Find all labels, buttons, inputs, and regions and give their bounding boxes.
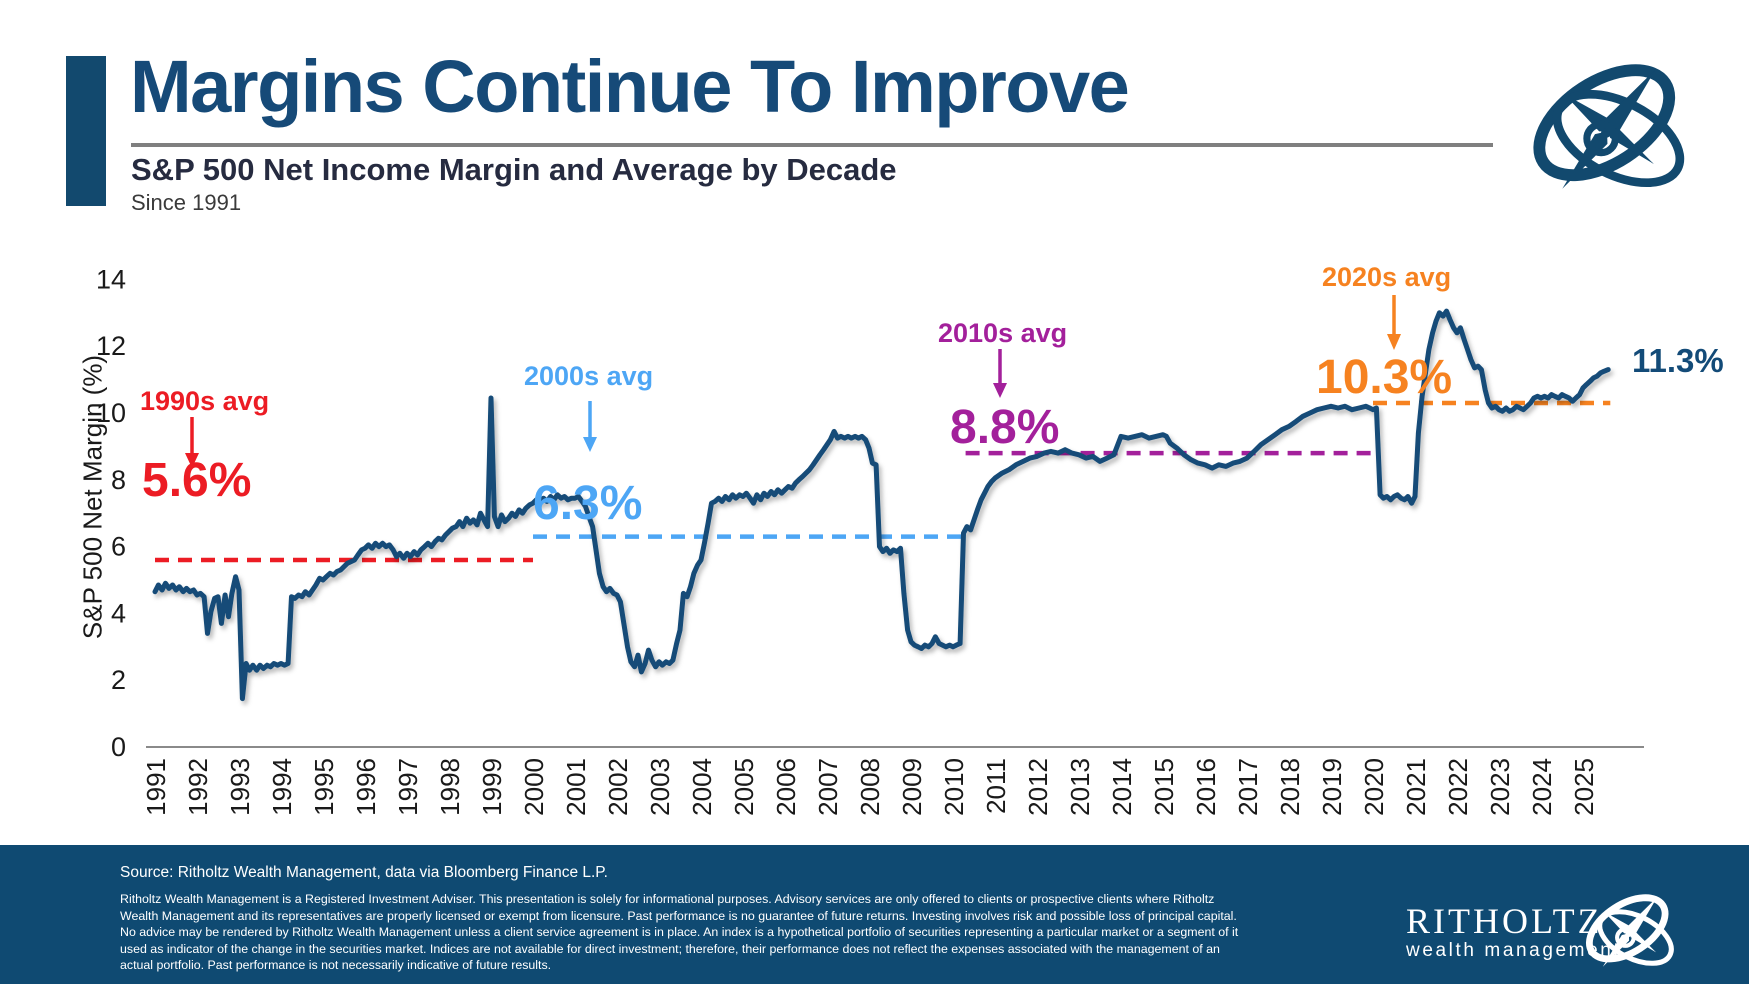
x-tick-label: 1999 — [477, 758, 507, 816]
title-divider — [131, 143, 1493, 147]
arrow-down-icon — [185, 417, 199, 468]
x-tick-label: 1994 — [267, 758, 297, 816]
footer-brand-subtitle: wealth management — [1406, 940, 1622, 961]
x-tick-label: 2011 — [981, 758, 1011, 814]
x-tick-label: 2020 — [1359, 758, 1389, 816]
y-tick-label: 14 — [96, 264, 126, 294]
latest-value-label: 11.3% — [1632, 342, 1724, 379]
x-tick-label: 1991 — [141, 758, 171, 816]
x-tick-label: 2005 — [729, 758, 759, 816]
ritholtz-compass-logo-icon — [1533, 64, 1685, 189]
y-tick-label: 2 — [111, 665, 126, 695]
annotation-2000s-avg: 2000s avg — [524, 361, 653, 392]
x-tick-label: 2007 — [813, 758, 843, 816]
annotation-2000s-avg-value: 6.3% — [533, 477, 643, 530]
footer: Source: Ritholtz Wealth Management, data… — [0, 845, 1749, 984]
disclaimer-text: Ritholtz Wealth Management is a Register… — [120, 892, 1239, 973]
page-title: Margins Continue To Improve — [130, 45, 1130, 128]
x-tick-label: 2019 — [1317, 758, 1347, 816]
x-tick-label: 2024 — [1527, 758, 1557, 816]
x-tick-label: 2023 — [1485, 758, 1515, 816]
y-tick-label: 0 — [111, 732, 126, 762]
x-tick-label: 1997 — [393, 758, 423, 816]
x-tick-label: 2018 — [1275, 758, 1305, 816]
title-accent-bar — [66, 56, 106, 206]
x-tick-label: 1998 — [435, 758, 465, 816]
y-tick-label: 12 — [96, 331, 126, 361]
chart-subtitle: S&P 500 Net Income Margin and Average by… — [131, 152, 897, 187]
x-tick-label: 2013 — [1065, 758, 1095, 816]
x-tick-label: 2015 — [1149, 758, 1179, 816]
x-tick-label: 2001 — [561, 758, 591, 816]
annotation-2020s-avg-label: 2020s avg — [1322, 262, 1452, 292]
x-tick-label: 2009 — [897, 758, 927, 816]
x-tick-label: 1993 — [225, 758, 255, 816]
arrow-down-icon — [1387, 295, 1401, 350]
x-tick-label: 2022 — [1443, 758, 1473, 816]
chart-since-label: Since 1991 — [131, 190, 242, 215]
y-axis-title: S&P 500 Net Margin (%) — [77, 354, 108, 640]
source-text: Source: Ritholtz Wealth Management, data… — [120, 864, 608, 881]
y-tick-label: 8 — [111, 465, 126, 495]
footer-brand-name: RITHOLTZ — [1406, 901, 1603, 941]
x-tick-label: 2002 — [603, 758, 633, 816]
x-tick-label: 2025 — [1569, 758, 1599, 816]
x-tick-label: 2004 — [687, 758, 717, 816]
x-tick-label: 1996 — [351, 758, 381, 816]
x-tick-label: 2016 — [1191, 758, 1221, 816]
x-tick-label: 1995 — [309, 758, 339, 816]
annotation-2010s-avg-label: 2010s avg — [938, 318, 1068, 348]
y-tick-label: 10 — [96, 398, 126, 428]
annotation-2010s-avg-value: 8.8% — [950, 401, 1060, 454]
y-tick-label: 4 — [111, 598, 126, 628]
x-tick-label: 2010 — [939, 758, 969, 816]
arrow-down-icon — [583, 401, 597, 452]
chart-area: 0 2 4 6 8 10 12 14 1991 1992 1993 1994 1995 1996 1997 1… — [0, 220, 1749, 860]
annotation-2020s-avg: 2020s avg — [1322, 262, 1451, 293]
x-tick-label: 2021 — [1401, 758, 1431, 816]
annotation-2010s-avg: 2010s avg — [938, 318, 1067, 349]
net-margin-line — [152, 308, 1611, 702]
annotation-1990s-avg-label: 1990s avg — [140, 386, 270, 416]
annotation-2000s-avg-label: 2000s avg — [524, 361, 654, 391]
footer-brand: RITHOLTZ wealth management — [1406, 903, 1621, 962]
annotation-1990s-avg: 1990s avg — [140, 386, 269, 417]
x-tick-label: 2012 — [1023, 758, 1053, 816]
x-tick-label: 2000 — [519, 758, 549, 816]
annotation-2020s-avg-value: 10.3% — [1316, 351, 1453, 404]
ritholtz-compass-logo-icon — [1585, 894, 1674, 967]
x-tick-label: 2014 — [1107, 758, 1137, 816]
x-tick-label: 2017 — [1233, 758, 1263, 816]
x-tick-label: 2003 — [645, 758, 675, 816]
x-tick-label: 2006 — [771, 758, 801, 816]
y-tick-label: 6 — [111, 532, 126, 562]
arrow-down-icon — [993, 349, 1007, 398]
x-tick-label: 1992 — [183, 758, 213, 816]
line-chart: 0 2 4 6 8 10 12 14 1991 1992 1993 1994 1995 1996 1997 1… — [96, 264, 1644, 816]
annotation-1990s-avg-value: 5.6% — [142, 454, 252, 507]
x-tick-label: 2008 — [855, 758, 885, 816]
